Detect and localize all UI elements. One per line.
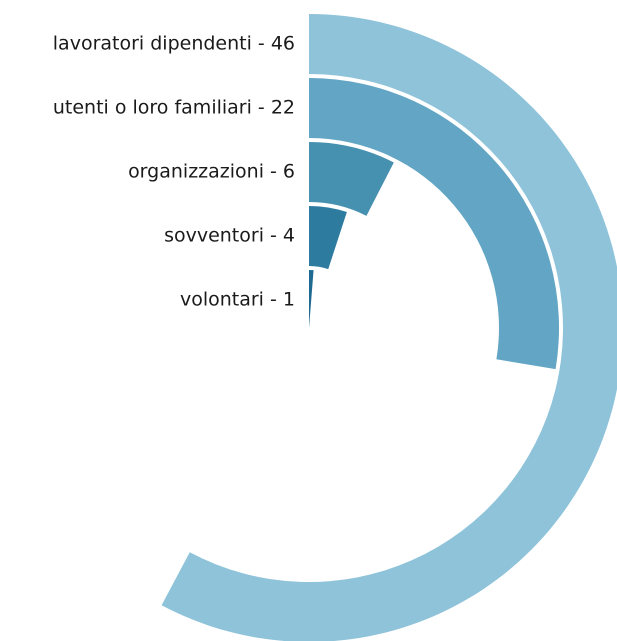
ring-bar xyxy=(309,206,347,270)
ring-bar xyxy=(309,142,394,216)
ring-bar xyxy=(161,14,617,641)
ring-bar xyxy=(309,270,314,328)
category-label: organizzazioni - 6 xyxy=(128,161,295,183)
category-label: volontari - 1 xyxy=(180,289,295,311)
ring-bar xyxy=(309,78,559,370)
category-label: lavoratori dipendenti - 46 xyxy=(53,33,295,55)
category-label: utenti o loro familiari - 22 xyxy=(53,97,295,119)
category-label: sovventori - 4 xyxy=(164,225,295,247)
